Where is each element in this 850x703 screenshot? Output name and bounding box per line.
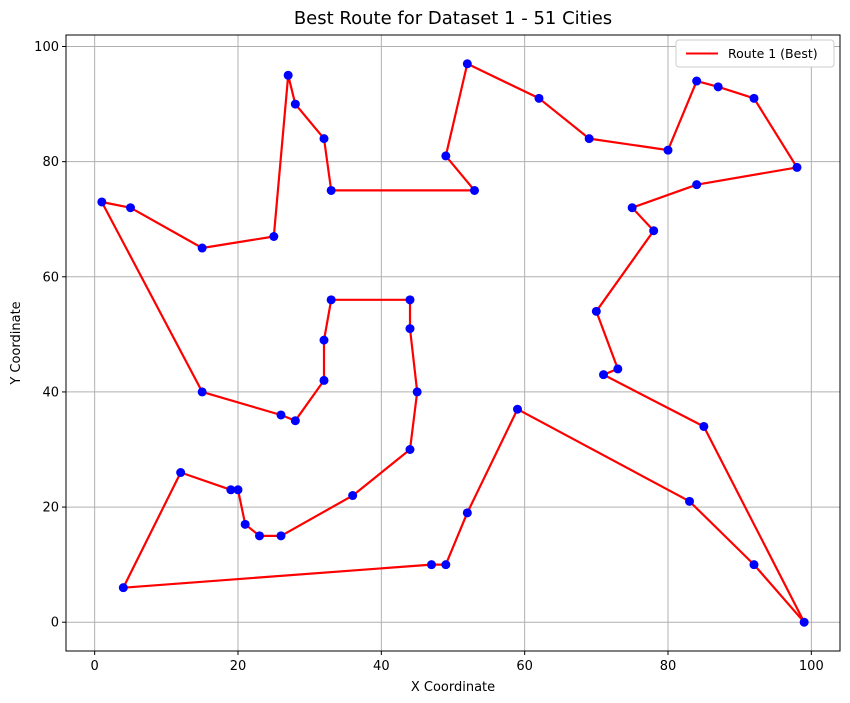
city-point [319,335,329,345]
city-point [197,243,207,253]
city-point [405,445,415,455]
route-line [100,62,806,624]
city-point [290,416,300,426]
legend: Route 1 (Best) [675,39,835,68]
plot-frame [65,34,841,652]
y-tick-label: 80 [42,155,59,170]
city-point [233,485,243,495]
city-point [627,203,637,213]
city-point [405,295,415,305]
legend-label: Route 1 (Best) [728,46,818,61]
city-point [699,421,709,431]
city-point [441,151,451,161]
city-point [176,468,186,478]
axis-ticks: 0 20 40 60 80 100 0 20 40 60 80 100 [34,40,824,674]
city-point [255,531,264,541]
city-point [685,496,694,506]
city-point [276,410,286,420]
legend-box [675,39,835,68]
city-point [126,203,135,213]
city-point [462,508,472,518]
city-point [663,145,673,155]
city-point [348,491,358,501]
x-tick-label: 100 [799,659,824,674]
city-point [591,306,601,316]
city-point [713,82,723,92]
city-point [792,162,802,172]
city-point [749,560,759,570]
city-point [599,370,608,380]
city-point [283,70,293,80]
city-point [584,134,594,144]
city-point [513,404,522,414]
city-points-layer [97,59,809,627]
city-point [226,485,236,495]
city-point [405,324,415,334]
city-point [749,93,759,103]
city-point [276,531,286,541]
city-point [692,76,702,86]
x-tick-label: 60 [516,659,533,674]
x-axis-label: X Coordinate [411,680,495,695]
city-point [462,59,472,69]
city-point [412,387,422,397]
city-point [613,364,623,374]
city-point [692,180,702,190]
y-tick-label: 40 [42,385,59,400]
city-point [326,185,336,195]
city-point [441,560,451,570]
x-tick-label: 40 [373,659,390,674]
city-point [534,93,544,103]
x-tick-label: 20 [230,659,247,674]
city-point [290,99,300,109]
route-line-layer [100,62,806,624]
city-point [97,197,107,207]
city-point [326,295,336,305]
city-point [649,226,659,236]
city-point [470,185,479,195]
city-point [118,583,128,593]
y-tick-label: 20 [42,501,59,516]
city-point [269,231,279,241]
x-tick-label: 80 [660,659,677,674]
grid [66,35,840,651]
y-tick-label: 100 [34,40,59,55]
x-tick-label: 0 [91,659,99,674]
city-point [240,519,250,529]
city-point [319,134,329,144]
city-point [197,387,207,397]
chart-title: Best Route for Dataset 1 - 51 Cities [294,8,612,29]
city-point [427,560,436,570]
city-point [319,375,329,385]
y-tick-label: 60 [42,270,59,285]
y-tick-label: 0 [51,616,59,631]
y-axis-label: Y Coordinate [9,301,24,385]
city-point [799,617,809,627]
